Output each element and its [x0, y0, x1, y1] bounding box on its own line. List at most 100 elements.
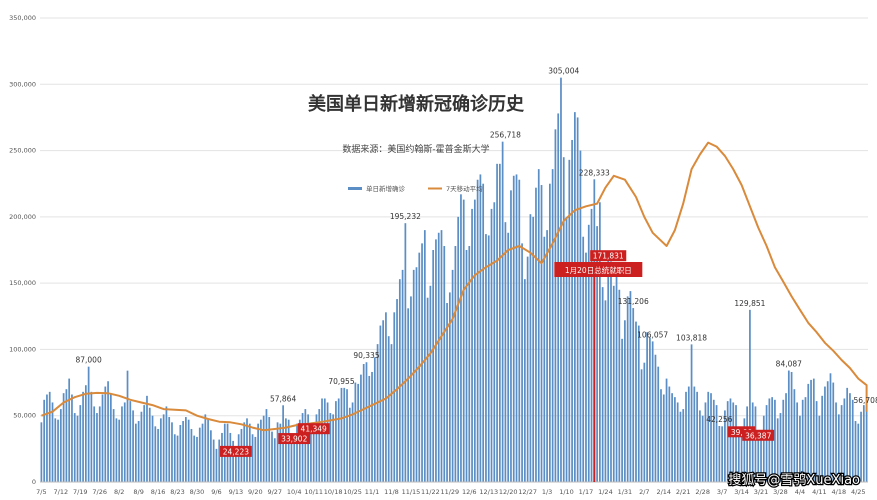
x-tick-label: 2/21 — [676, 488, 691, 496]
bar — [235, 449, 237, 482]
annotation-label: 195,232 — [390, 212, 421, 221]
chart-title: 美国单日新增新冠确诊历史 — [308, 93, 525, 115]
x-tick-label: 10/18 — [324, 488, 343, 496]
x-tick-label: 4/18 — [832, 488, 847, 496]
x-tick-label: 12/13 — [479, 488, 498, 496]
bar — [821, 395, 824, 482]
bar — [285, 418, 287, 482]
event-label: 1月20日总统就职日 — [565, 265, 632, 275]
bar — [493, 202, 496, 482]
bar — [540, 185, 543, 483]
bar — [71, 394, 73, 482]
bar — [707, 391, 710, 482]
bar — [371, 371, 373, 482]
bar — [490, 208, 493, 482]
annotation-label: 24,223 — [223, 447, 249, 456]
annotation-label: 84,087 — [776, 360, 802, 369]
x-tick-label: 2/28 — [695, 488, 710, 496]
bar — [762, 415, 765, 482]
bar — [754, 406, 757, 482]
bar — [865, 406, 868, 482]
bar — [171, 422, 173, 482]
bar — [635, 321, 637, 482]
bar — [760, 431, 762, 482]
bar — [840, 405, 843, 482]
bar — [710, 393, 712, 482]
legend-swatch-bars — [348, 187, 362, 190]
bar — [59, 409, 62, 482]
x-tick-label: 2/14 — [656, 488, 671, 496]
bar — [487, 235, 490, 482]
bar — [846, 387, 849, 482]
bar — [721, 426, 723, 482]
bar — [496, 163, 498, 483]
bar — [109, 394, 112, 482]
bar — [390, 344, 393, 482]
bar — [329, 413, 332, 482]
bar — [596, 226, 598, 482]
bar — [115, 418, 118, 482]
bar — [360, 374, 362, 482]
bar — [776, 418, 779, 482]
bar — [535, 187, 537, 483]
annotation-box — [219, 445, 252, 457]
bar — [348, 407, 351, 482]
bar — [501, 141, 504, 482]
bar — [407, 308, 410, 482]
x-tick-label: 10/4 — [287, 488, 302, 496]
bar — [610, 261, 612, 482]
x-tick-label: 9/27 — [267, 488, 282, 496]
bar — [640, 369, 643, 482]
bar — [735, 405, 737, 482]
bar — [176, 435, 179, 482]
bar — [624, 320, 626, 482]
bar — [273, 438, 276, 482]
chart-subtitle: 数据来源：美国约翰斯-霍普金斯大学 — [342, 143, 489, 155]
bar — [396, 299, 398, 482]
bar — [757, 433, 760, 482]
bar — [546, 230, 548, 482]
bar — [154, 426, 157, 482]
bar — [826, 381, 829, 482]
bar — [365, 362, 368, 482]
bar — [565, 216, 568, 482]
bar — [93, 406, 96, 482]
bar — [507, 232, 510, 482]
bar — [746, 406, 748, 482]
bar — [332, 414, 334, 482]
bar — [173, 434, 176, 482]
bar — [254, 436, 257, 482]
x-tick-label: 2/7 — [639, 488, 649, 496]
bar — [818, 415, 821, 482]
bar — [512, 175, 515, 482]
bar — [815, 401, 818, 482]
legend: 单日新增确诊 7天移动平均 — [348, 184, 483, 193]
bar — [793, 389, 796, 482]
annotation-box — [278, 433, 311, 445]
bar — [579, 150, 582, 483]
bar — [451, 269, 454, 482]
bar — [701, 415, 704, 482]
bar — [590, 208, 593, 482]
bar — [751, 402, 754, 482]
y-tick-label: 350,000 — [9, 14, 36, 22]
bar — [824, 386, 826, 482]
bar — [215, 448, 218, 482]
bar — [454, 246, 457, 482]
x-tick-label: 12/6 — [462, 488, 477, 496]
bar — [229, 432, 232, 482]
bar — [832, 382, 835, 482]
y-tick-label: 150,000 — [9, 279, 36, 287]
bar — [860, 411, 862, 482]
annotations: 87,000 57,864 70,955 90,335 195,232 256,718 30… — [75, 67, 877, 457]
bar — [48, 391, 51, 482]
gridlines — [40, 17, 868, 483]
x-tick-label: 8/9 — [133, 488, 143, 496]
bar — [121, 406, 123, 482]
bar — [843, 398, 846, 482]
annotation-box — [727, 426, 756, 438]
bar — [704, 402, 707, 482]
bar — [204, 414, 207, 482]
annotation-label: 256,718 — [490, 131, 521, 140]
